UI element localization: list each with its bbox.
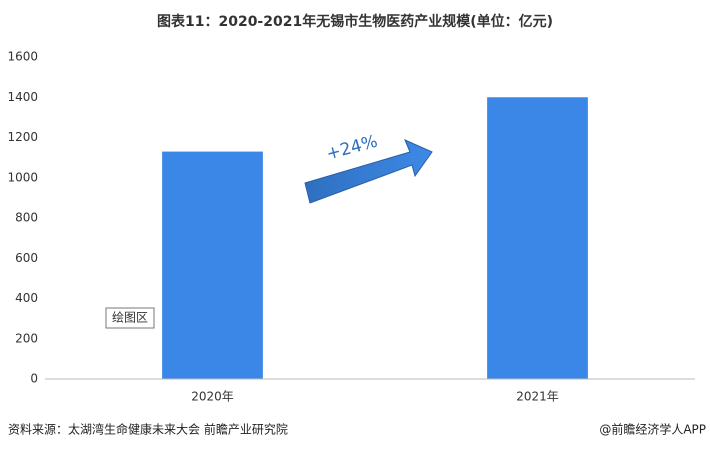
y-tick-label: 1000 [7,170,38,184]
plot-area-label-box [105,307,155,329]
credit: @前瞻经济学人APP [599,422,706,437]
plot-area-label: 绘图区 [112,310,148,325]
y-tick-label: 400 [15,291,38,305]
y-tick-label: 600 [15,251,38,265]
source: 资料来源：太湖湾生命健康未来大会 前瞻产业研究院 [8,422,288,437]
bar [487,97,588,379]
y-tick-label: 0 [30,372,38,386]
x-tick-label: 2020年 [191,390,234,404]
chart-title: 图表11：2020-2021年无锡市生物医药产业规模(单位：亿元) [157,13,553,30]
bar [162,151,263,379]
y-tick-label: 800 [15,211,38,225]
x-tick-label: 2021年 [516,390,559,404]
growth-label: +24% [324,132,379,165]
y-tick-label: 1600 [7,50,38,64]
growth-arrow [304,139,433,204]
y-tick-label: 200 [15,331,38,345]
y-tick-label: 1200 [7,130,38,144]
y-tick-label: 1400 [7,90,38,104]
